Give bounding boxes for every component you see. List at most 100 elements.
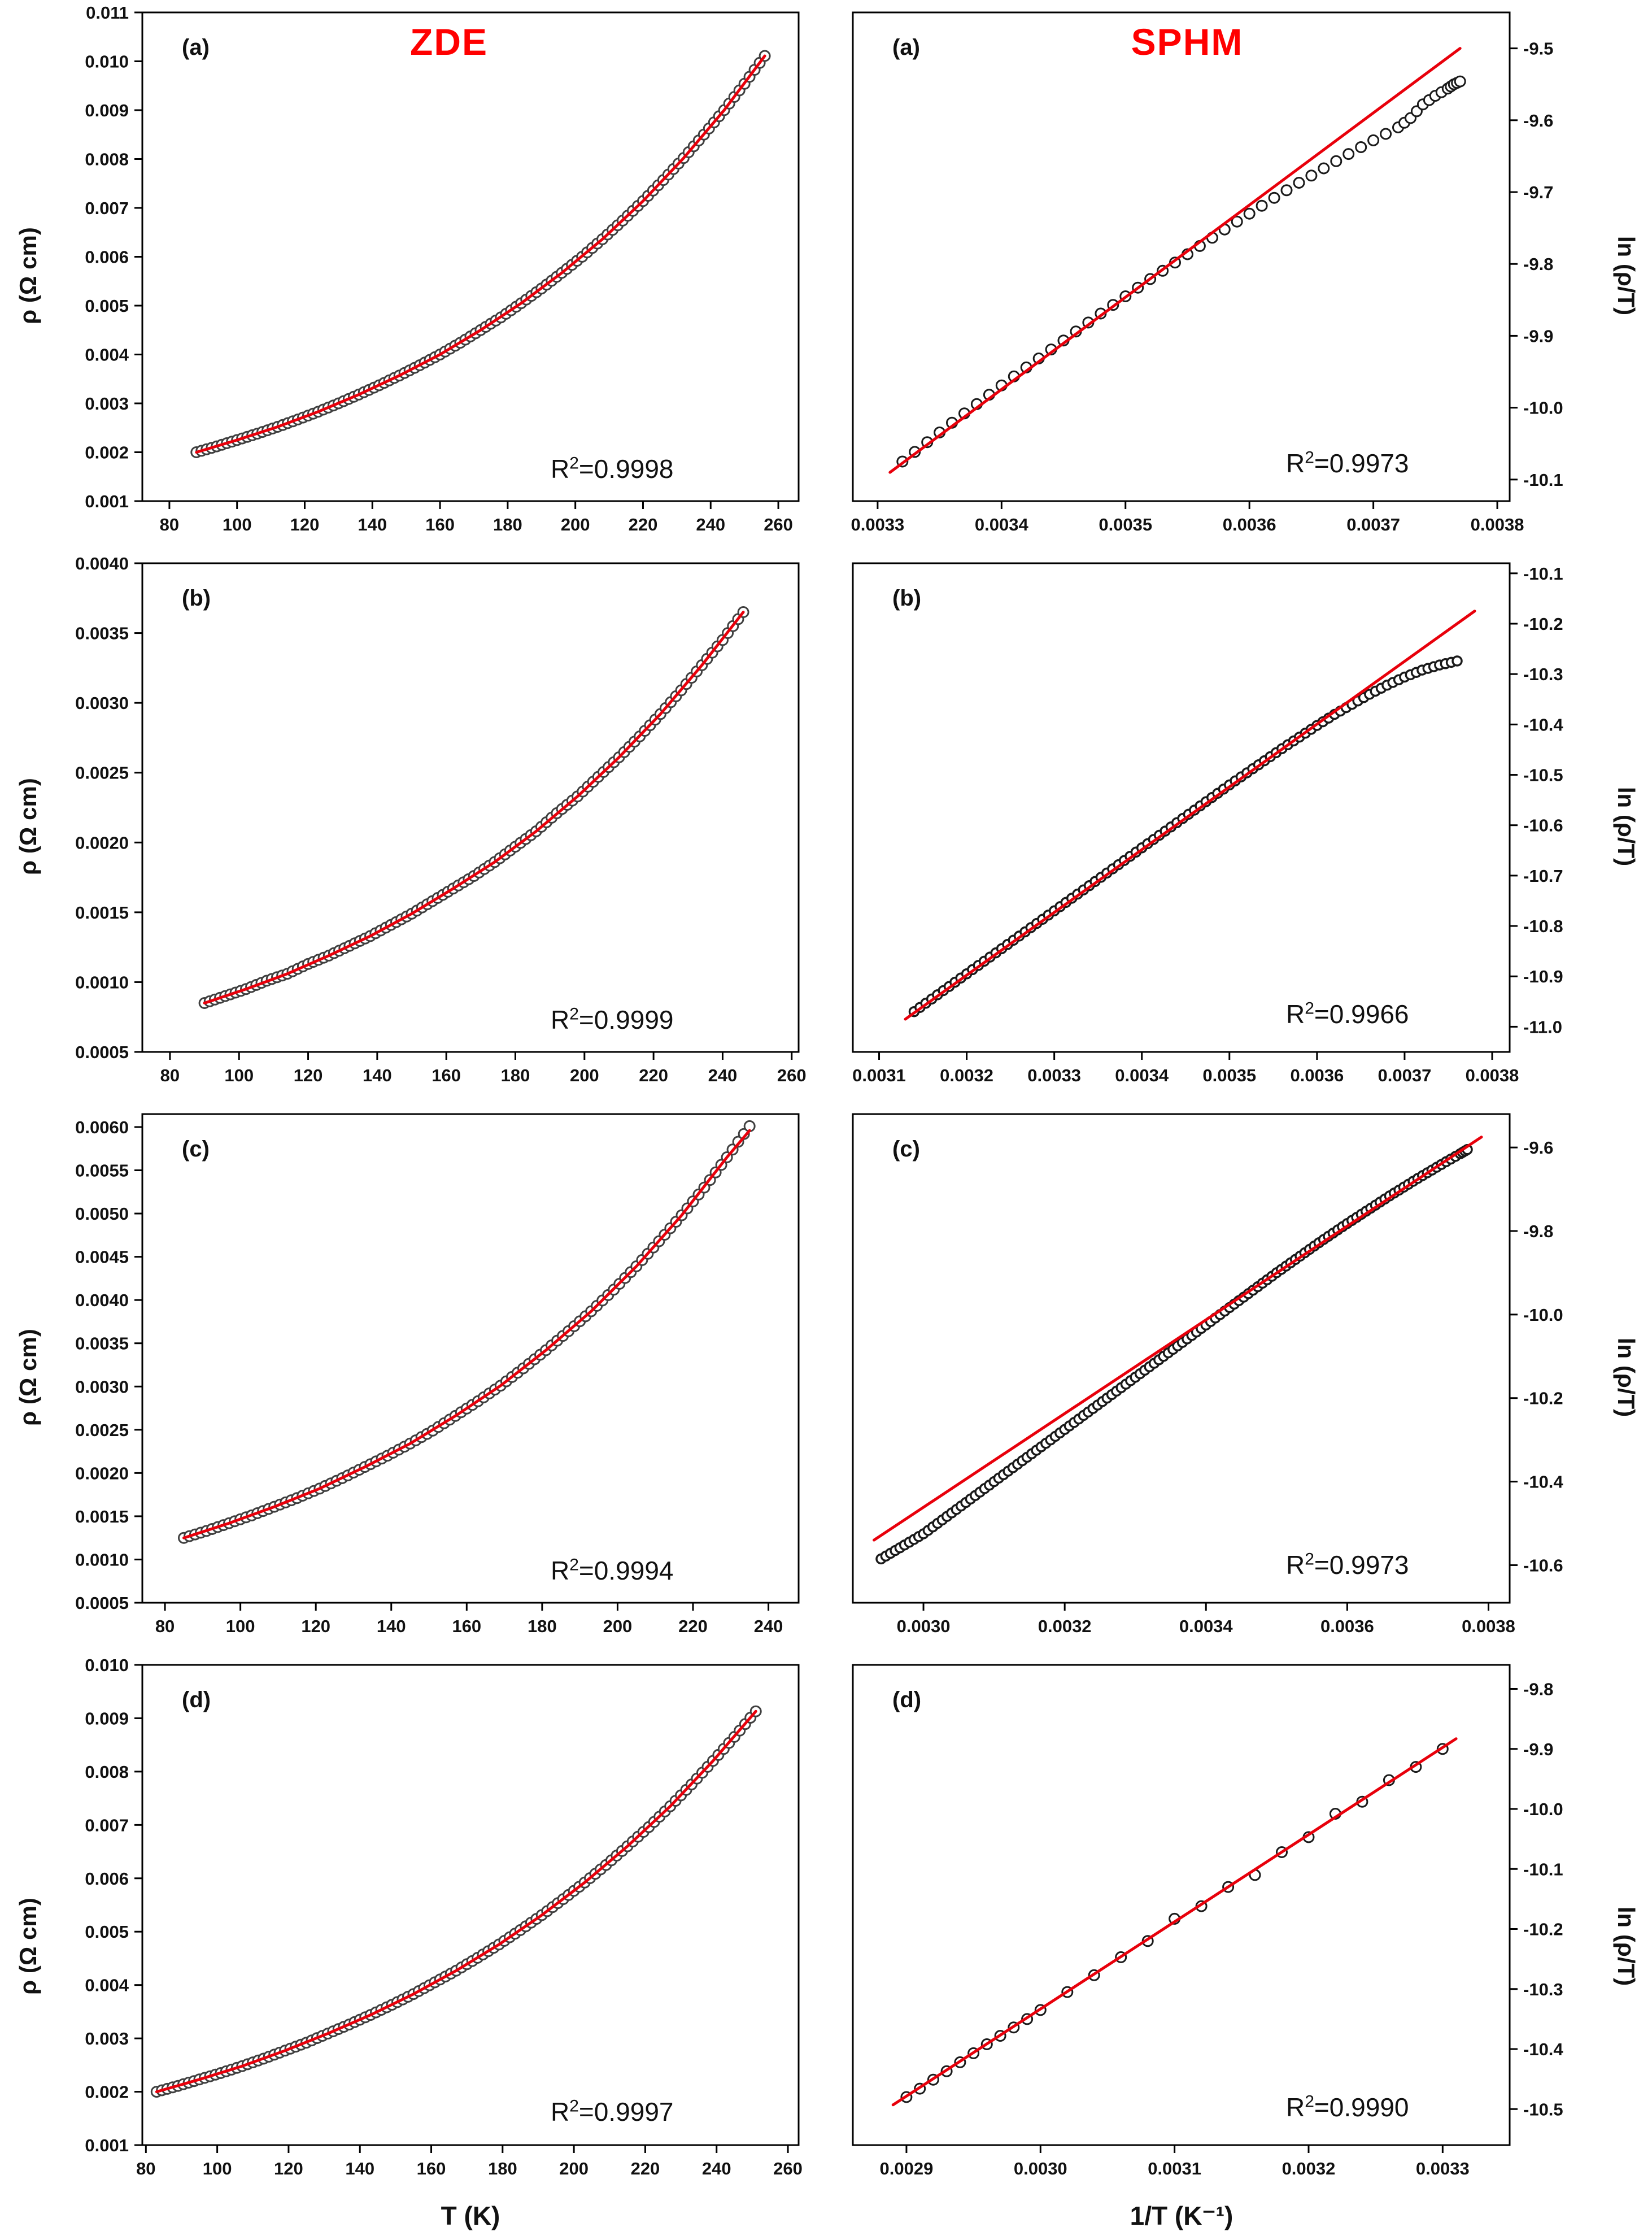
- svg-text:-10.1: -10.1: [1523, 1859, 1563, 1879]
- svg-text:0.002: 0.002: [85, 443, 129, 463]
- svg-text:0.007: 0.007: [85, 198, 129, 218]
- r2-label: R2=0.9994: [551, 1555, 673, 1586]
- svg-text:160: 160: [431, 1065, 461, 1085]
- panel-sphm-b: 0.0031 0.0032 0.0033 0.0034 0.0035 0.0036 0.00…: [826, 551, 1652, 1102]
- svg-text:0.006: 0.006: [85, 247, 129, 267]
- svg-text:-10.2: -10.2: [1523, 1389, 1563, 1408]
- svg-text:0.0035: 0.0035: [1099, 515, 1152, 534]
- svg-text:0.0035: 0.0035: [75, 1334, 129, 1354]
- svg-text:240: 240: [708, 1065, 738, 1085]
- svg-text:0.0033: 0.0033: [1416, 2159, 1470, 2178]
- r2-value: =0.9990: [1314, 2093, 1409, 2122]
- svg-text:0.0025: 0.0025: [75, 1420, 129, 1440]
- svg-text:0.004: 0.004: [85, 1976, 129, 1995]
- sphm-d-plot: 0.0029 0.0030 0.0031 0.0032 0.0033 -9.8 -9.9 -1…: [852, 1664, 1563, 2178]
- svg-text:-10.9: -10.9: [1523, 967, 1563, 986]
- svg-text:-10.0: -10.0: [1523, 1305, 1563, 1325]
- panel-label-d-left: (d): [182, 1687, 211, 1712]
- r2-value: =0.9994: [578, 1556, 674, 1585]
- panel-label-c-right: (c): [892, 1137, 920, 1162]
- svg-text:0.0034: 0.0034: [1179, 1616, 1233, 1636]
- svg-text:-9.8: -9.8: [1523, 1680, 1553, 1699]
- svg-text:180: 180: [493, 515, 522, 534]
- panel-sphm-c: 0.0030 0.0032 0.0034 0.0036 0.0038 -9.6 -9.8 -1…: [826, 1102, 1652, 1652]
- svg-text:0.0036: 0.0036: [1290, 1065, 1344, 1085]
- r2-label: R2=0.9997: [551, 2097, 673, 2127]
- svg-text:-10.6: -10.6: [1523, 1555, 1563, 1575]
- svg-text:100: 100: [203, 2159, 232, 2178]
- svg-text:-10.0: -10.0: [1523, 398, 1563, 418]
- svg-text:160: 160: [417, 2159, 446, 2178]
- svg-text:100: 100: [224, 1065, 254, 1085]
- svg-text:0.0040: 0.0040: [75, 1290, 129, 1310]
- r2-sup: 2: [569, 2097, 579, 2116]
- panel-sphm-a: 0.0033 0.0034 0.0035 0.0036 0.0037 0.0038 -9.5…: [826, 0, 1652, 551]
- zde-c-plot: 80 100 120 140 160 180 200 220 240 0.0005 0.0010 0.…: [75, 1113, 800, 1636]
- svg-text:-9.5: -9.5: [1523, 39, 1553, 59]
- r2-sup: 2: [569, 1004, 579, 1024]
- svg-text:0.0037: 0.0037: [1378, 1065, 1432, 1085]
- svg-text:260: 260: [777, 1065, 807, 1085]
- svg-text:0.0038: 0.0038: [1462, 1616, 1515, 1636]
- x-axis-title: T (K): [441, 2201, 500, 2230]
- y-axis-title: ρ (Ω cm): [15, 777, 41, 875]
- svg-text:0.0025: 0.0025: [75, 763, 129, 783]
- svg-text:0.0029: 0.0029: [880, 2159, 934, 2178]
- svg-text:-10.4: -10.4: [1523, 715, 1563, 734]
- svg-text:0.010: 0.010: [85, 1655, 129, 1675]
- r2-base: R: [1286, 2093, 1305, 2122]
- svg-text:80: 80: [155, 1616, 175, 1636]
- svg-text:-9.9: -9.9: [1523, 1739, 1553, 1759]
- svg-text:-10.5: -10.5: [1523, 765, 1563, 785]
- svg-text:0.0010: 0.0010: [75, 972, 129, 992]
- svg-text:180: 180: [488, 2159, 517, 2178]
- svg-text:0.0010: 0.0010: [75, 1550, 129, 1569]
- r2-value: =0.9973: [1314, 449, 1409, 478]
- svg-text:0.010: 0.010: [85, 52, 129, 72]
- svg-text:0.0036: 0.0036: [1320, 1616, 1374, 1636]
- svg-text:240: 240: [702, 2159, 731, 2178]
- svg-text:0.0033: 0.0033: [851, 515, 904, 534]
- svg-text:-10.4: -10.4: [1523, 2039, 1563, 2059]
- svg-text:0.0015: 0.0015: [75, 1507, 129, 1526]
- svg-text:-10.1: -10.1: [1523, 564, 1563, 584]
- r2-label: R2=0.9999: [551, 1004, 673, 1035]
- svg-text:140: 140: [345, 2159, 374, 2178]
- svg-text:0.0030: 0.0030: [1014, 2159, 1067, 2178]
- svg-text:80: 80: [160, 515, 179, 534]
- r2-base: R: [551, 1556, 570, 1585]
- zde-a-plot: 80 100 120 140 160 180 200 220 240 260 0.001 0.002 0…: [85, 3, 800, 534]
- svg-text:0.0040: 0.0040: [75, 554, 129, 573]
- svg-text:160: 160: [425, 515, 455, 534]
- svg-text:-10.6: -10.6: [1523, 816, 1563, 836]
- row-b: 80 100 120 140 160 180 200 220 240 260 0.0005 0.001…: [0, 551, 1652, 1102]
- svg-text:0.0030: 0.0030: [897, 1616, 951, 1636]
- r2-value: =0.9999: [578, 1005, 674, 1034]
- r2-sup: 2: [569, 1555, 579, 1574]
- y-axis-title: ln (ρ/T): [1613, 786, 1640, 866]
- svg-text:240: 240: [754, 1616, 783, 1636]
- svg-text:80: 80: [136, 2159, 155, 2178]
- svg-text:260: 260: [764, 515, 793, 534]
- svg-text:0.0015: 0.0015: [75, 903, 129, 923]
- svg-text:-10.3: -10.3: [1523, 1980, 1563, 1999]
- y-axis-title: ρ (Ω cm): [15, 1898, 41, 1995]
- sphm-title: SPHM: [1131, 21, 1244, 63]
- y-axis-title: ln (ρ/T): [1613, 236, 1640, 315]
- r2-value: =0.9997: [578, 2097, 674, 2126]
- svg-text:200: 200: [559, 2159, 589, 2178]
- r2-base: R: [1286, 1550, 1305, 1580]
- svg-text:0.0037: 0.0037: [1346, 515, 1400, 534]
- svg-text:180: 180: [501, 1065, 530, 1085]
- r2-base: R: [551, 1005, 570, 1034]
- r2-base: R: [1286, 449, 1305, 478]
- row-a: 80 100 120 140 160 180 200 220 240 260 0.001 0.002 0…: [0, 0, 1652, 551]
- r2-value: =0.9973: [1314, 1550, 1409, 1580]
- svg-text:160: 160: [452, 1616, 481, 1636]
- zde-title: ZDE: [410, 21, 488, 63]
- svg-text:0.011: 0.011: [86, 3, 129, 23]
- svg-text:-9.6: -9.6: [1523, 1138, 1553, 1158]
- panel-label-b-right: (b): [892, 586, 922, 611]
- svg-text:-10.2: -10.2: [1523, 614, 1563, 634]
